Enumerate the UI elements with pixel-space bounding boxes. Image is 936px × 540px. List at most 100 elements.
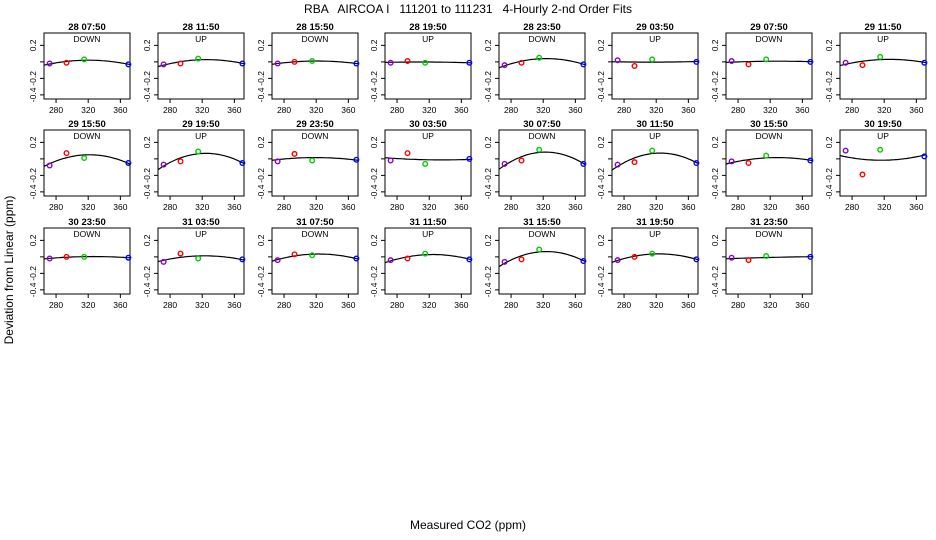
fit-curve bbox=[271, 253, 359, 262]
data-point bbox=[387, 59, 394, 66]
fit-curve bbox=[725, 157, 813, 165]
panel-title: 29 19:50 bbox=[182, 119, 220, 130]
data-point bbox=[309, 252, 316, 259]
data-point bbox=[807, 253, 814, 260]
data-point bbox=[274, 257, 281, 264]
data-point bbox=[404, 58, 411, 65]
panel-title: 30 11:50 bbox=[637, 119, 674, 130]
data-point bbox=[195, 255, 202, 262]
panel-direction-label: UP bbox=[195, 229, 207, 239]
data-point bbox=[649, 250, 656, 257]
data-point bbox=[693, 58, 700, 65]
data-point bbox=[422, 160, 429, 167]
panel-title: 28 11:50 bbox=[183, 22, 220, 33]
data-point bbox=[63, 59, 70, 66]
data-point bbox=[877, 146, 884, 153]
x-tick-label: 280 bbox=[163, 202, 177, 212]
y-tick-label: -0.2 bbox=[596, 168, 606, 183]
x-tick-label: 360 bbox=[113, 202, 127, 212]
x-tick-label: 360 bbox=[795, 202, 809, 212]
y-tick-label: 0.2 bbox=[596, 234, 606, 246]
panel-direction-label: UP bbox=[422, 131, 434, 141]
y-tick-label: 0.2 bbox=[596, 136, 606, 148]
x-tick-label: 280 bbox=[49, 300, 63, 310]
panel-title: 31 23:50 bbox=[750, 217, 788, 228]
x-tick-label: 280 bbox=[731, 105, 745, 115]
data-point bbox=[807, 157, 814, 164]
data-point bbox=[649, 147, 656, 154]
x-tick-label: 360 bbox=[568, 300, 582, 310]
x-tick-label: 360 bbox=[568, 105, 582, 115]
fit-curve bbox=[384, 157, 472, 161]
data-point bbox=[239, 256, 246, 263]
x-tick-label: 320 bbox=[877, 105, 891, 115]
y-tick-label: -0.4 bbox=[369, 87, 379, 102]
fit-curve bbox=[839, 58, 927, 67]
x-tick-label: 320 bbox=[309, 300, 323, 310]
x-tick-label: 320 bbox=[763, 105, 777, 115]
x-tick-label: 320 bbox=[81, 300, 95, 310]
chart-title: RBA AIRCOA I 111201 to 111231 4-Hourly 2… bbox=[304, 2, 632, 16]
data-point bbox=[614, 57, 621, 64]
x-axis-label: Measured CO2 (ppm) bbox=[409, 518, 527, 532]
panel-title: 31 19:50 bbox=[636, 217, 674, 228]
y-tick-label: -0.2 bbox=[710, 168, 720, 183]
x-tick-label: 280 bbox=[49, 105, 63, 115]
data-point bbox=[921, 59, 928, 66]
y-tick-label: -0.4 bbox=[256, 184, 266, 199]
data-point bbox=[728, 158, 735, 165]
panel-title: 28 19:50 bbox=[409, 22, 447, 33]
data-point bbox=[921, 153, 928, 160]
x-tick-label: 280 bbox=[277, 202, 291, 212]
panel-direction-label: DOWN bbox=[756, 131, 783, 141]
data-point bbox=[859, 171, 866, 178]
y-tick-label: -0.2 bbox=[28, 266, 38, 281]
y-tick-label: 0.2 bbox=[256, 234, 266, 246]
x-tick-label: 280 bbox=[277, 300, 291, 310]
data-point bbox=[728, 58, 735, 65]
y-tick-label: -0.2 bbox=[142, 71, 152, 86]
data-point bbox=[518, 157, 525, 164]
data-point bbox=[614, 161, 621, 168]
x-tick-label: 320 bbox=[195, 105, 209, 115]
y-tick-label: -0.2 bbox=[142, 266, 152, 281]
y-tick-label: -0.2 bbox=[483, 266, 493, 281]
fit-curve bbox=[611, 253, 699, 263]
panel-direction-label: UP bbox=[877, 34, 889, 44]
y-tick-label: -0.2 bbox=[256, 266, 266, 281]
y-axis-label: Deviation from Linear (ppm) bbox=[2, 195, 16, 345]
y-tick-label: -0.2 bbox=[142, 168, 152, 183]
fit-curve bbox=[498, 151, 586, 170]
panel-title: 31 03:50 bbox=[182, 217, 220, 228]
y-tick-label: -0.4 bbox=[256, 87, 266, 102]
panel-direction-label: DOWN bbox=[302, 131, 329, 141]
x-tick-label: 320 bbox=[649, 300, 663, 310]
data-point bbox=[387, 157, 394, 164]
data-point bbox=[693, 256, 700, 263]
x-tick-label: 320 bbox=[195, 202, 209, 212]
panel-direction-label: DOWN bbox=[74, 229, 101, 239]
panel-direction-label: UP bbox=[649, 34, 661, 44]
data-point bbox=[239, 159, 246, 166]
x-tick-label: 360 bbox=[227, 105, 241, 115]
x-tick-label: 320 bbox=[763, 300, 777, 310]
x-tick-label: 360 bbox=[681, 300, 695, 310]
data-point bbox=[125, 254, 132, 261]
data-point bbox=[536, 146, 543, 153]
data-point bbox=[309, 58, 316, 65]
x-tick-label: 280 bbox=[163, 300, 177, 310]
fit-curve bbox=[157, 152, 245, 171]
data-point bbox=[859, 62, 866, 69]
panel-direction-label: DOWN bbox=[756, 34, 783, 44]
x-tick-label: 360 bbox=[909, 202, 923, 212]
panel-direction-label: DOWN bbox=[756, 229, 783, 239]
y-tick-label: -0.4 bbox=[596, 87, 606, 102]
panel-frame bbox=[384, 32, 472, 100]
data-point bbox=[195, 148, 202, 155]
data-point bbox=[501, 62, 508, 69]
y-tick-label: -0.2 bbox=[824, 168, 834, 183]
panel-direction-label: UP bbox=[422, 34, 434, 44]
data-point bbox=[46, 60, 53, 67]
panel-direction-label: UP bbox=[195, 34, 207, 44]
panel-direction-label: DOWN bbox=[302, 34, 329, 44]
